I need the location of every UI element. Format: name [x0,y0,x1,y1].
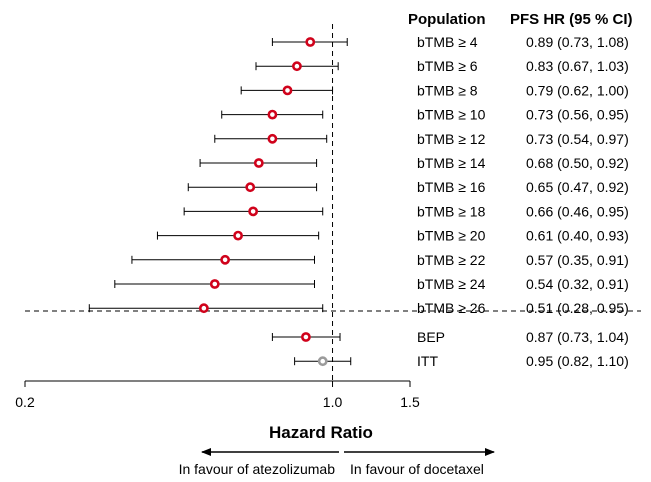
x-tick-label: 1.0 [323,394,343,410]
hr-estimate-label: 0.95 (0.82, 1.10) [526,353,629,369]
forest-row: bTMB ≥ 6 0.83 (0.67, 1.03) [255,58,629,74]
population-label: BEP [417,329,445,345]
hr-estimate-label: 0.73 (0.54, 0.97) [526,131,629,147]
hr-estimate-label: 0.54 (0.32, 0.91) [526,276,629,292]
x-axis-title: Hazard Ratio [269,423,373,442]
hr-point-marker [267,133,278,144]
hr-point-marker [198,303,209,314]
hr-point-marker [209,279,220,289]
forest-row: bTMB ≥ 8 0.79 (0.62, 1.00) [240,82,629,98]
population-label: bTMB ≥ 26 [417,300,486,316]
hr-estimate-label: 0.73 (0.56, 0.95) [526,107,629,123]
hr-point-marker [253,158,264,168]
hr-point-marker [301,332,311,342]
forest-row: bTMB ≥ 22 0.57 (0.35, 0.91) [131,252,629,268]
population-header: Population [408,11,486,28]
population-label: bTMB ≥ 24 [417,276,486,292]
x-tick-label: 1.5 [400,394,420,410]
forest-row: bTMB ≥ 4 0.89 (0.73, 1.08) [271,34,629,50]
population-label: bTMB ≥ 4 [417,34,478,50]
hr-estimate-label: 0.51 (0.28, 0.95) [526,300,629,316]
population-label: ITT [417,353,438,369]
hr-estimate-label: 0.61 (0.40, 0.93) [526,228,629,244]
forest-rows: bTMB ≥ 4 0.89 (0.73, 1.08) bTMB ≥ 6 0.83 (0… [88,34,629,369]
population-label: bTMB ≥ 16 [417,179,486,195]
hr-point-marker [233,230,243,241]
estimate-header: PFS HR (95 % CI) [510,11,633,28]
forest-row: bTMB ≥ 24 0.54 (0.32, 0.91) [114,276,629,292]
population-label: bTMB ≥ 12 [417,131,486,147]
hr-point-marker [282,85,293,96]
hr-estimate-label: 0.79 (0.62, 1.00) [526,82,629,98]
hr-estimate-label: 0.65 (0.47, 0.92) [526,179,629,195]
hr-estimate-label: 0.83 (0.67, 1.03) [526,58,629,74]
forest-row: BEP 0.87 (0.73, 1.04) [271,329,629,345]
hr-point-marker [292,61,302,72]
population-label: bTMB ≥ 8 [417,82,478,98]
population-label: bTMB ≥ 14 [417,155,486,171]
x-axis-ticks: 0.2 1.0 1.5 [15,381,420,410]
favour-left-label: In favour of atezolizumab [179,461,336,477]
population-label: bTMB ≥ 6 [417,58,478,74]
hr-estimate-label: 0.68 (0.50, 0.92) [526,155,629,171]
forest-row: ITT 0.95 (0.82, 1.10) [294,353,629,369]
favour-right-label: In favour of docetaxel [350,461,484,477]
population-label: bTMB ≥ 18 [417,203,486,219]
hr-point-marker [245,182,256,193]
hr-estimate-label: 0.87 (0.73, 1.04) [526,329,629,345]
forest-row: bTMB ≥ 26 0.51 (0.28, 0.95) [88,300,629,316]
population-label: bTMB ≥ 10 [417,107,486,123]
hr-point-marker [220,254,231,265]
forest-row: bTMB ≥ 20 0.61 (0.40, 0.93) [156,228,629,244]
forest-row: bTMB ≥ 18 0.66 (0.46, 0.95) [183,203,629,219]
hr-point-marker [317,356,328,367]
population-label: bTMB ≥ 20 [417,228,486,244]
hr-estimate-label: 0.66 (0.46, 0.95) [526,203,629,219]
hr-point-marker [267,109,278,120]
forest-row: bTMB ≥ 12 0.73 (0.54, 0.97) [214,131,629,147]
hr-point-marker [305,37,316,47]
hr-estimate-label: 0.57 (0.35, 0.91) [526,252,629,268]
x-tick-label: 0.2 [15,394,35,410]
hr-estimate-label: 0.89 (0.73, 1.08) [526,34,629,50]
hr-point-marker [248,206,259,217]
forest-row: bTMB ≥ 10 0.73 (0.56, 0.95) [221,107,629,123]
population-label: bTMB ≥ 22 [417,252,486,268]
forest-row: bTMB ≥ 14 0.68 (0.50, 0.92) [199,155,629,171]
forest-row: bTMB ≥ 16 0.65 (0.47, 0.92) [187,179,629,195]
